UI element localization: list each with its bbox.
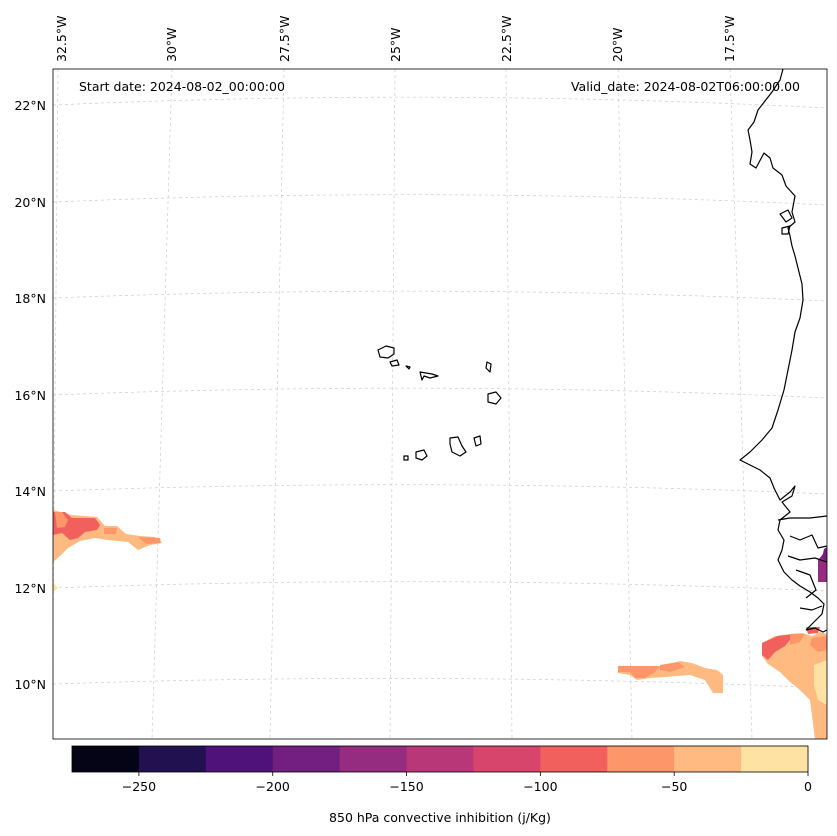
island-maio (473, 435, 482, 447)
lat-label: 20°N (14, 195, 46, 210)
island-sao-nicolau (419, 371, 439, 381)
colorbar-swatch (540, 746, 608, 772)
cin-region (53, 582, 58, 592)
colorbar-tick-label: −250 (122, 779, 156, 794)
island-boa-vista (487, 391, 502, 405)
colorbar-tick-label: 0 (804, 779, 812, 794)
lat-label: 10°N (14, 677, 46, 692)
colorbar-swatch (138, 746, 207, 772)
lon-label: 25°W (388, 27, 403, 62)
island-brava (403, 455, 409, 461)
cin-region (814, 660, 827, 705)
lon-label: 20°W (610, 27, 625, 62)
colorbar-swatch (72, 746, 140, 772)
colorbar: −250 −200 −150 −100 −50 0 850 hPa convective … (71, 745, 812, 825)
colorbar-swatch (339, 746, 408, 772)
colorbar-swatch (205, 746, 274, 772)
cin-region (138, 537, 161, 544)
coast-detail (799, 605, 823, 611)
africa-coastline (739, 69, 825, 631)
colorbar-swatch (473, 746, 541, 772)
island-santa-luzia (405, 365, 411, 370)
coast-detail (777, 515, 827, 521)
colorbar-tick-label: −200 (256, 779, 290, 794)
colorbar-swatch (607, 746, 675, 772)
cin-region (790, 634, 805, 645)
island-santiago (449, 436, 467, 457)
cin-region (822, 547, 827, 561)
lat-label: 16°N (14, 388, 46, 403)
colorbar-swatch (272, 746, 341, 772)
cin-region (104, 528, 117, 534)
lat-tick-labels: 22°N 20°N 18°N 16°N 14°N 12°N 10°N (14, 98, 46, 692)
colorbar-tick-label: −100 (523, 779, 557, 794)
lon-label: 22.5°W (499, 16, 514, 62)
island-sal (485, 361, 492, 373)
cin-region (660, 662, 685, 672)
colorbar-label: 850 hPa convective inhibition (j/Kg) (329, 810, 551, 825)
coast-detail (779, 209, 793, 223)
colorbar-swatch (674, 746, 742, 772)
lon-label: 32.5°W (54, 16, 69, 62)
colorbar-frame (71, 745, 809, 773)
cin-region (762, 634, 795, 660)
cin-region (762, 632, 827, 739)
colorbar-swatches (72, 746, 809, 772)
start-date-text: Start date: 2024-08-02_00:00:00 (79, 79, 285, 94)
map-panel: Start date: 2024-08-02_00:00:00 Valid_da… (53, 69, 827, 739)
lat-label: 12°N (14, 581, 46, 596)
coast-detail (805, 627, 827, 633)
colorbar-swatch (406, 746, 474, 772)
colorbar-tick-label: −50 (661, 779, 687, 794)
coast-detail (781, 225, 791, 235)
colorbar-swatch (741, 746, 809, 772)
island-sao-vicente (389, 359, 400, 367)
coastlines (377, 69, 827, 633)
lat-label: 14°N (14, 484, 46, 499)
coast-detail (787, 555, 827, 563)
lon-label: 27.5°W (277, 16, 292, 62)
island-santo-antao (377, 345, 395, 359)
lat-label: 18°N (14, 291, 46, 306)
valid-date-text: Valid_date: 2024-08-02T06:00:00.00 (571, 79, 800, 94)
colorbar-ticks: −250 −200 −150 −100 −50 0 (122, 772, 812, 794)
lon-tick-labels: 32.5°W 30°W 27.5°W 25°W 22.5°W 20°W 17.5… (54, 16, 737, 62)
cin-region (55, 512, 68, 528)
coast-detail (795, 569, 817, 599)
lon-label: 17.5°W (722, 16, 737, 62)
island-fogo (415, 449, 428, 461)
cin-region (810, 636, 827, 652)
colorbar-tick-label: −150 (389, 779, 423, 794)
coast-detail (789, 534, 827, 549)
lat-label: 22°N (14, 98, 46, 113)
gridlines (53, 69, 827, 739)
map-frame (52, 68, 828, 740)
cin-region (618, 666, 660, 678)
lon-label: 30°W (164, 27, 179, 62)
